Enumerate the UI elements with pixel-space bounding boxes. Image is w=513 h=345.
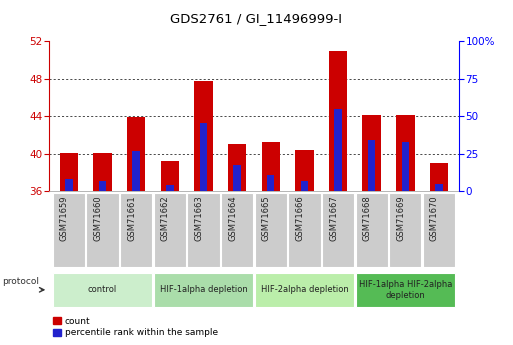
Text: GSM71667: GSM71667 bbox=[329, 195, 338, 241]
Text: HIF-1alpha depletion: HIF-1alpha depletion bbox=[160, 285, 247, 294]
Text: GSM71665: GSM71665 bbox=[262, 195, 271, 241]
Bar bbox=[267, 175, 274, 191]
Bar bbox=[295, 150, 313, 191]
Bar bbox=[423, 193, 455, 267]
Bar bbox=[53, 273, 152, 307]
Bar bbox=[194, 81, 213, 191]
Text: GDS2761 / GI_11496999-I: GDS2761 / GI_11496999-I bbox=[170, 12, 343, 26]
Bar bbox=[430, 163, 448, 191]
Bar bbox=[288, 193, 321, 267]
Bar bbox=[53, 193, 85, 267]
Bar bbox=[60, 153, 78, 191]
Bar bbox=[262, 142, 280, 191]
Bar bbox=[356, 273, 455, 307]
Bar bbox=[368, 140, 376, 191]
Legend: count, percentile rank within the sample: count, percentile rank within the sample bbox=[53, 317, 218, 337]
Bar bbox=[301, 181, 308, 191]
Bar bbox=[154, 193, 186, 267]
Bar bbox=[435, 184, 443, 191]
Text: GSM71662: GSM71662 bbox=[161, 195, 170, 241]
Bar bbox=[389, 193, 422, 267]
Bar bbox=[221, 193, 253, 267]
Text: control: control bbox=[88, 285, 117, 294]
Bar bbox=[86, 193, 119, 267]
Bar bbox=[120, 193, 152, 267]
Bar bbox=[329, 51, 347, 191]
Bar bbox=[228, 144, 246, 191]
Bar bbox=[402, 142, 409, 191]
Text: GSM71659: GSM71659 bbox=[60, 195, 69, 241]
Bar bbox=[233, 165, 241, 191]
Text: GSM71666: GSM71666 bbox=[295, 195, 304, 241]
Text: protocol: protocol bbox=[3, 277, 40, 286]
Text: GSM71661: GSM71661 bbox=[127, 195, 136, 241]
Bar bbox=[187, 193, 220, 267]
Text: HIF-1alpha HIF-2alpha
depletion: HIF-1alpha HIF-2alpha depletion bbox=[359, 280, 452, 299]
Text: GSM71663: GSM71663 bbox=[194, 195, 204, 241]
Bar bbox=[65, 179, 73, 191]
Text: GSM71670: GSM71670 bbox=[430, 195, 439, 241]
Bar bbox=[254, 273, 354, 307]
Bar bbox=[99, 181, 106, 191]
Bar bbox=[200, 123, 207, 191]
Bar bbox=[396, 115, 415, 191]
Bar bbox=[322, 193, 354, 267]
Bar bbox=[254, 193, 287, 267]
Bar bbox=[127, 117, 146, 191]
Bar bbox=[356, 193, 388, 267]
Bar bbox=[161, 161, 179, 191]
Text: GSM71660: GSM71660 bbox=[93, 195, 103, 241]
Text: GSM71669: GSM71669 bbox=[397, 195, 405, 241]
Bar bbox=[362, 115, 381, 191]
Bar bbox=[166, 185, 173, 191]
Bar bbox=[154, 273, 253, 307]
Bar bbox=[132, 151, 140, 191]
Bar bbox=[334, 109, 342, 191]
Bar bbox=[93, 153, 112, 191]
Text: GSM71668: GSM71668 bbox=[363, 195, 372, 241]
Text: HIF-2alpha depletion: HIF-2alpha depletion bbox=[261, 285, 348, 294]
Text: GSM71664: GSM71664 bbox=[228, 195, 237, 241]
